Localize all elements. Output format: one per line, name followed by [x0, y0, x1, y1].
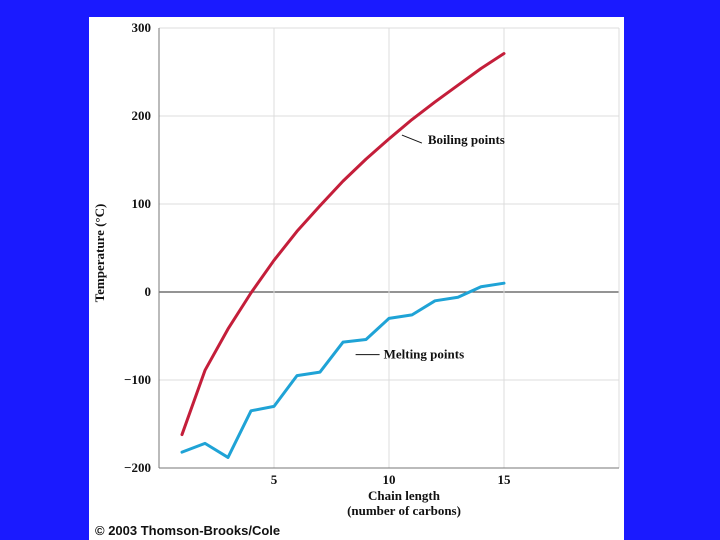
axes	[158, 28, 619, 469]
y-tick-label: 200	[132, 108, 152, 123]
series-lines	[180, 52, 506, 459]
boiling-points-label: Boiling points	[428, 132, 505, 147]
annotation-leader-line	[401, 134, 423, 144]
copyright-text: © 2003 Thomson-Brooks/Cole	[95, 523, 280, 538]
tick-labels: −200 −100 0 100 200 300 5 10 15	[124, 20, 511, 487]
y-tick-label: −100	[124, 372, 151, 387]
y-axis-label: Temperature (°C)	[92, 204, 107, 303]
melting-points-line	[180, 281, 506, 459]
x-tick-label: 5	[271, 472, 278, 487]
chart-slide: −200 −100 0 100 200 300 5 10 15 Boiling points Me…	[89, 17, 624, 540]
x-axis-label: Chain length	[368, 488, 441, 503]
gridlines	[159, 27, 620, 469]
x-axis-sublabel: (number of carbons)	[347, 503, 461, 518]
y-tick-label: 300	[132, 20, 152, 35]
melting-points-label: Melting points	[384, 347, 465, 362]
y-tick-label: 0	[145, 284, 152, 299]
line-chart: −200 −100 0 100 200 300 5 10 15 Boiling points Me…	[92, 20, 620, 538]
x-tick-label: 15	[498, 472, 512, 487]
y-tick-label: −200	[124, 460, 151, 475]
y-tick-label: 100	[132, 196, 152, 211]
annotations: Boiling points Melting points	[355, 132, 505, 362]
x-tick-label: 10	[383, 472, 396, 487]
boiling-points-line	[180, 52, 506, 437]
